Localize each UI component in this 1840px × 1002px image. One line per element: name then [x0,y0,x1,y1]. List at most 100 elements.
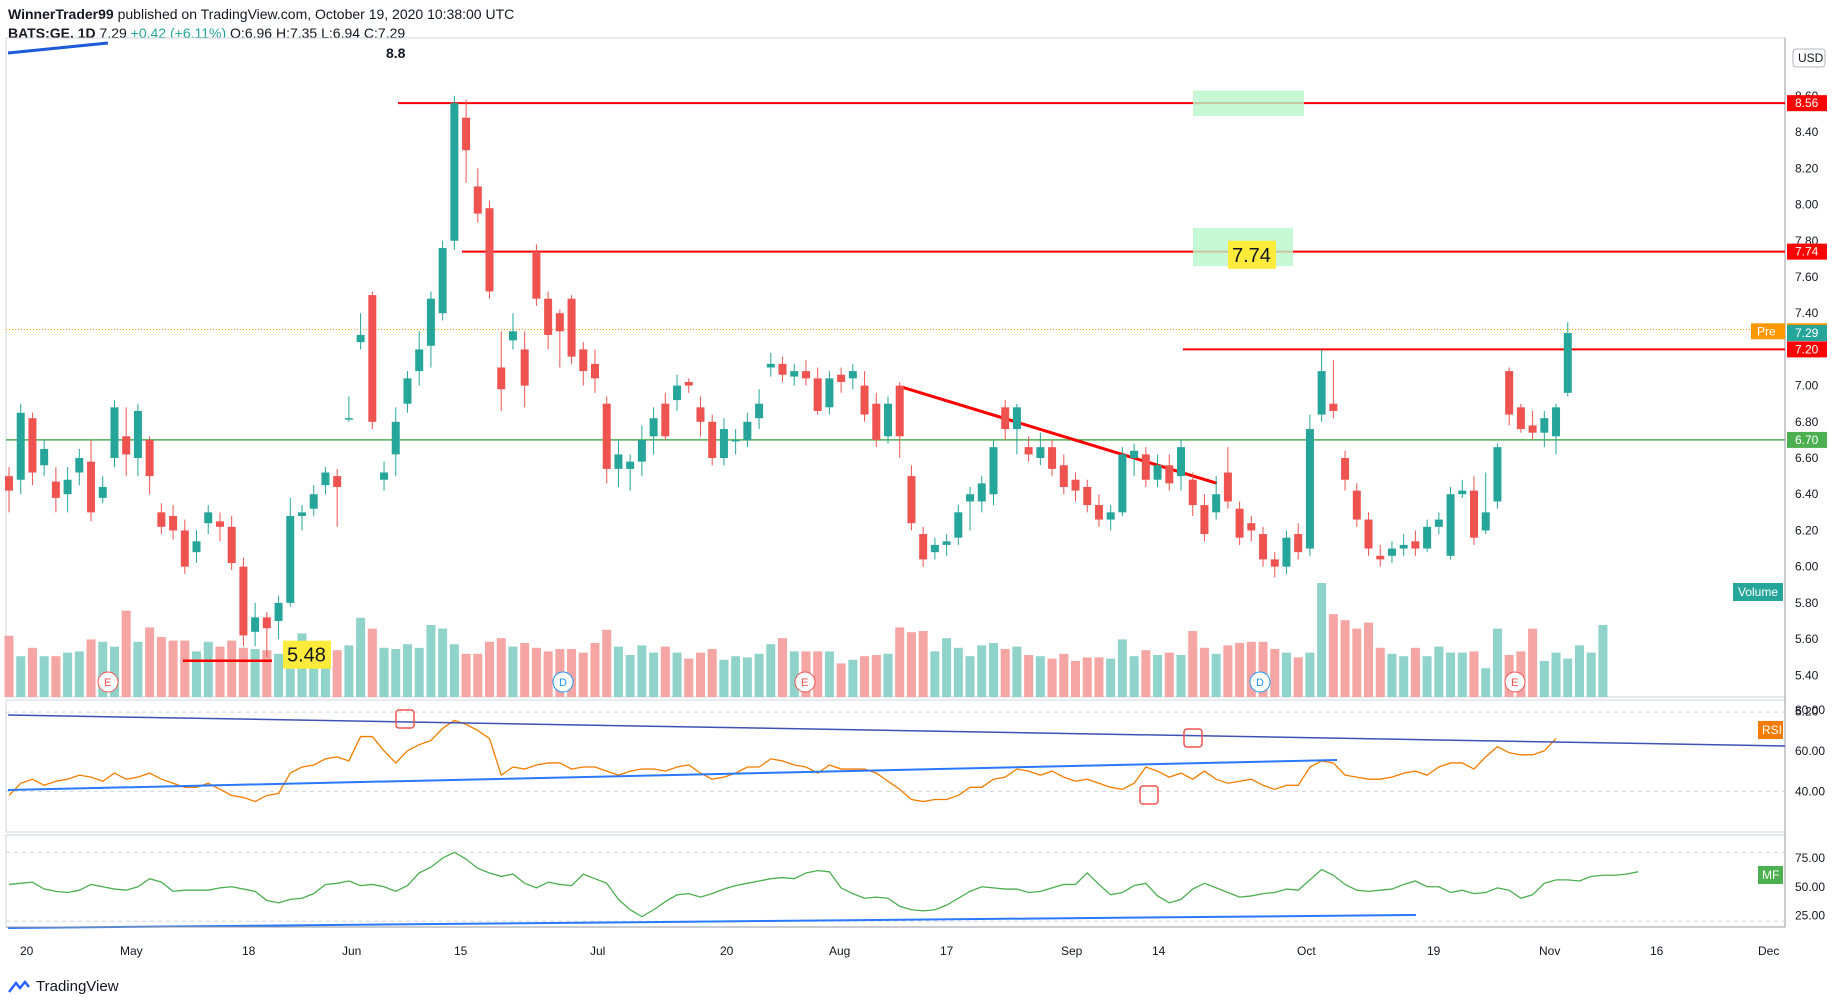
candle [1446,486,1455,560]
candle-body [790,371,799,377]
candle [1540,410,1549,448]
candle-body [169,515,178,531]
candle-body [696,407,705,422]
volume-bar [660,646,670,697]
rsi-resistance-trendline [7,714,1786,747]
candle [286,497,295,607]
time-tick-label: 14 [1152,944,1166,958]
candle [1059,454,1068,495]
candle-body [1376,555,1385,560]
candle-body [1294,534,1303,553]
candle [1001,400,1010,440]
candle [1399,534,1408,556]
candle [614,439,623,487]
candle-body [356,334,365,343]
tradingview-brand[interactable]: TradingView [8,978,119,995]
candle-body [1364,519,1373,549]
volume-bar [1293,657,1303,697]
volume-bar [918,631,928,697]
candle-body [555,313,564,332]
candle-body [1024,447,1033,455]
volume-bar [356,617,366,697]
candle [1259,526,1268,567]
rsi-marker-box [395,709,415,729]
mf-pane [5,834,1786,928]
candle-body [1563,333,1572,393]
event-marker-dividend [552,671,574,693]
volume-bar [930,651,940,697]
volume-bar [824,651,834,697]
candle [801,360,810,386]
candle [719,418,728,466]
volume-bar [649,652,659,697]
candle [368,291,377,430]
candle [415,331,424,386]
candle-body [1434,519,1443,527]
candle-body [930,544,939,553]
rsi-tick: 80.00 [1795,703,1825,717]
volume-bar [754,653,764,697]
candle [602,396,611,484]
candle-body [286,515,295,603]
candle-body [192,541,201,553]
symbol-label: BATS:GE, 1D [8,25,96,41]
candle [333,468,342,527]
volume-tag-box [1733,583,1783,601]
candle-body [298,512,306,516]
candle-body [1341,458,1350,480]
volume-bar [895,627,905,697]
candle-body [1130,450,1139,459]
candle [743,412,752,448]
candle-body [1552,407,1561,437]
candle [380,461,389,491]
candle-body [649,418,658,437]
candle [485,200,494,299]
candle-body [368,295,377,422]
candle-body [1235,508,1244,538]
candle-body [1048,447,1057,469]
candle-body [344,418,353,420]
candle-body [1118,454,1127,513]
candle [1270,552,1279,578]
candle-body [63,479,72,495]
y-tick-label: 6.00 [1795,560,1819,574]
y-tick-label: 8.40 [1795,125,1819,139]
candle [28,412,37,486]
candle-body [825,378,834,408]
candle [872,392,881,448]
y-tick-label: 6.20 [1795,523,1819,537]
candle [1317,349,1326,422]
candle [755,389,764,430]
candle [403,371,412,413]
volume-bar [1446,652,1456,697]
candle-body [415,349,424,372]
candle [1563,322,1572,397]
candle-body [1516,407,1525,430]
price-label-box [1787,95,1827,112]
volume-bar [1492,628,1502,697]
candle-body [1188,479,1197,506]
upper-left-trendline [7,41,109,55]
candle [63,467,72,513]
candle-body [895,385,904,437]
volume-bar [988,643,998,697]
candle-body [1352,490,1361,520]
time-tick-label: 16 [1650,944,1664,958]
volume-bar [543,651,553,697]
candle [813,367,822,415]
candle-body [75,458,84,473]
volume-bar [590,643,600,697]
volume-bar [1164,652,1174,697]
volume-bar [1586,652,1596,697]
volume-bar [449,644,459,697]
candle-body [1481,512,1490,531]
volume-bar [1387,653,1397,697]
candle [1329,360,1338,419]
candle [1423,519,1432,553]
candle-body [251,617,260,632]
candle-body [403,378,412,404]
candle [895,381,904,459]
volume-bar [1340,620,1350,697]
candle-body [567,298,576,357]
